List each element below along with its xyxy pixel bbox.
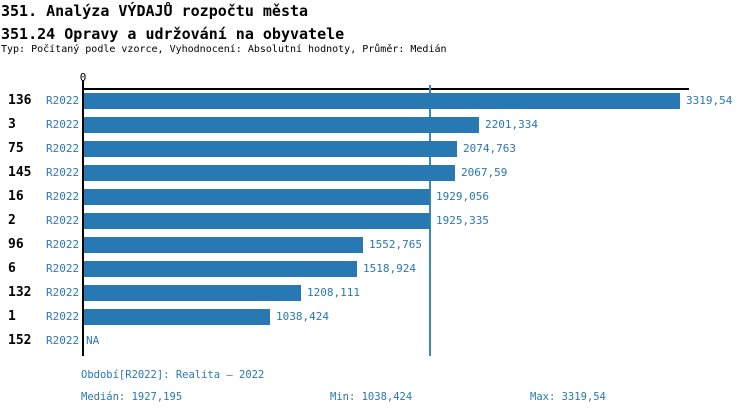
footer-min: Min: 1038,424 <box>330 391 413 403</box>
row-id-label: 132 <box>8 285 32 300</box>
row-period-label: R2022 <box>46 166 80 179</box>
bar <box>84 189 430 205</box>
chart-row: 3 R2022 2201,334 <box>0 117 750 133</box>
bar <box>84 285 301 301</box>
page-title: 351. Analýza VÝDAJŮ rozpočtu města <box>1 2 309 20</box>
x-axis-zero-tick <box>82 80 84 89</box>
bar-value-label: 1929,056 <box>436 190 489 203</box>
row-id-label: 2 <box>8 213 16 228</box>
row-id-label: 6 <box>8 261 16 276</box>
x-axis-zero-label: 0 <box>79 71 87 84</box>
row-period-label: R2022 <box>46 118 80 131</box>
chart-row: 145 R2022 2067,59 <box>0 165 750 181</box>
row-period-label: R2022 <box>46 310 80 323</box>
footer-period: Období[R2022]: Realita – 2022 <box>81 369 265 381</box>
y-axis-line <box>82 88 84 356</box>
row-id-label: 16 <box>8 189 24 204</box>
bar <box>84 309 270 325</box>
bar-value-label: 1518,924 <box>363 262 416 275</box>
row-id-label: 75 <box>8 141 24 156</box>
chart-row: 75 R2022 2074,763 <box>0 141 750 157</box>
row-period-label: R2022 <box>46 94 80 107</box>
chart-row: 132 R2022 1208,111 <box>0 285 750 301</box>
bar-value-label: 1552,765 <box>369 238 422 251</box>
bar-value-label: 2074,763 <box>463 142 516 155</box>
bar <box>84 117 479 133</box>
row-id-label: 1 <box>8 309 16 324</box>
row-period-label: R2022 <box>46 238 80 251</box>
row-period-label: R2022 <box>46 190 80 203</box>
bar <box>84 213 430 229</box>
chart-row: 2 R2022 1925,335 <box>0 213 750 229</box>
median-line <box>429 85 431 356</box>
row-period-label: R2022 <box>46 334 80 347</box>
bar-value-label: 2067,59 <box>461 166 508 179</box>
chart-row: 1 R2022 1038,424 <box>0 309 750 325</box>
bar <box>84 237 363 253</box>
bar <box>84 141 457 157</box>
row-id-label: 3 <box>8 117 16 132</box>
bar <box>84 261 357 277</box>
chart-meta: Typ: Počítaný podle vzorce, Vyhodnocení:… <box>1 44 447 55</box>
chart-row: 16 R2022 1929,056 <box>0 189 750 205</box>
row-period-label: R2022 <box>46 262 80 275</box>
page-subtitle: 351.24 Opravy a udržování na obyvatele <box>1 25 345 43</box>
chart-row: 152 R2022 NA <box>0 333 750 349</box>
bar-value-label: 1208,111 <box>307 286 360 299</box>
row-id-label: 152 <box>8 333 32 348</box>
x-axis-line <box>83 88 689 90</box>
bar-value-label: 1925,335 <box>436 214 489 227</box>
bar <box>84 93 680 109</box>
bar-value-label: NA <box>86 334 100 347</box>
bar-value-label: 1038,424 <box>276 310 329 323</box>
chart-row: 136 R2022 3319,54 <box>0 93 750 109</box>
bar <box>84 165 455 181</box>
row-period-label: R2022 <box>46 286 80 299</box>
footer-median: Medián: 1927,195 <box>81 391 183 403</box>
row-period-label: R2022 <box>46 142 80 155</box>
row-id-label: 145 <box>8 165 32 180</box>
chart-row: 6 R2022 1518,924 <box>0 261 750 277</box>
footer-max: Max: 3319,54 <box>530 391 606 403</box>
chart-row: 96 R2022 1552,765 <box>0 237 750 253</box>
bar-value-label: 3319,54 <box>686 94 733 107</box>
row-id-label: 96 <box>8 237 24 252</box>
bar-value-label: 2201,334 <box>485 118 538 131</box>
row-period-label: R2022 <box>46 214 80 227</box>
row-id-label: 136 <box>8 93 32 108</box>
